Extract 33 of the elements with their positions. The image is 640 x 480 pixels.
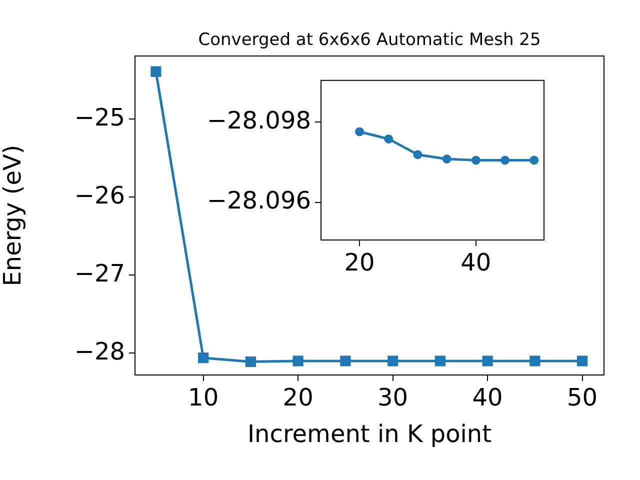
- point: [577, 356, 588, 366]
- y-tick-label: −27: [74, 259, 125, 288]
- x-tick-label: 30: [378, 384, 408, 412]
- x-tick-label: 40: [472, 384, 503, 412]
- point: [292, 356, 304, 366]
- point: [355, 127, 364, 136]
- y-tick-label: −26: [74, 181, 125, 210]
- point: [471, 156, 480, 165]
- point: [482, 356, 493, 366]
- y-tick-label: −28.096: [206, 186, 311, 215]
- x-tick-label: 20: [282, 384, 314, 412]
- point: [500, 156, 510, 165]
- point: [434, 356, 446, 366]
- point: [530, 156, 539, 165]
- point: [150, 66, 162, 77]
- point: [442, 154, 452, 164]
- x-tick-label: 20: [344, 248, 375, 277]
- x-tick-label: 50: [567, 384, 598, 412]
- point: [384, 134, 394, 144]
- x-axis-title: Increment in K point: [247, 420, 492, 448]
- x-tick-label: 40: [460, 248, 492, 277]
- y-tick-label: −28.098: [206, 106, 311, 134]
- point: [340, 356, 351, 366]
- point: [245, 356, 256, 368]
- point: [198, 352, 209, 364]
- point: [388, 356, 398, 366]
- y-tick-label: −28: [74, 337, 125, 366]
- point: [530, 356, 540, 366]
- point: [413, 150, 422, 160]
- chart-title: Converged at 6x6x6 Automatic Mesh 25: [198, 30, 541, 50]
- x-tick-label: 10: [188, 384, 219, 412]
- y-tick-label: −25: [74, 103, 125, 132]
- y-axis-title: Energy (eV): [0, 144, 27, 286]
